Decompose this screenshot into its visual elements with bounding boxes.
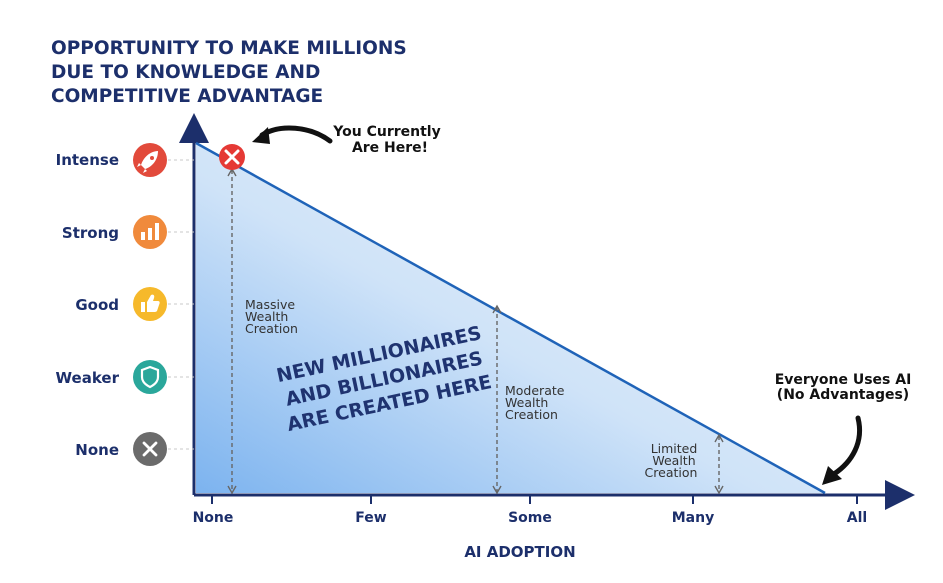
x-axis-title: AI ADOPTION (464, 543, 575, 561)
x-icon (133, 432, 167, 466)
bar-chart-icon (133, 215, 167, 249)
everyone-arrow (831, 415, 862, 477)
x-label-none: None (193, 510, 234, 526)
you-here-arrowhead (252, 127, 270, 144)
massive-note-1: Massive (245, 297, 295, 312)
x-label-all: All (847, 510, 867, 526)
massive-note-3: Creation (245, 321, 298, 336)
x-label-many: Many (672, 510, 714, 526)
y-label-good: Good (75, 296, 119, 314)
limited-note-1: Limited (651, 441, 698, 456)
x-label-some: Some (508, 510, 552, 526)
rocket-icon (133, 143, 167, 177)
you-here-line-1: You Currently (332, 124, 440, 140)
y-label-none: None (75, 441, 119, 459)
chart-title-line-1: OPPORTUNITY TO MAKE MILLIONS (51, 38, 407, 59)
trend-line (195, 141, 826, 495)
limited-note-3: Creation (645, 465, 698, 480)
moderate-note-3: Creation (505, 407, 558, 422)
y-label-intense: Intense (56, 151, 119, 169)
y-label-weaker: Weaker (56, 369, 120, 387)
limited-arrow (714, 433, 724, 495)
shield-icon (133, 360, 167, 394)
moderate-arrow (492, 304, 502, 495)
everyone-arrowhead (822, 466, 842, 485)
chart-title-line-2: DUE TO KNOWLEDGE AND (51, 62, 320, 83)
y-label-strong: Strong (62, 224, 119, 242)
everyone-line-2: (No Advantages) (777, 387, 909, 403)
moderate-note-1: Moderate (505, 383, 565, 398)
x-label-few: Few (355, 510, 386, 526)
everyone-line-1: Everyone Uses AI (775, 372, 912, 388)
you-here-arrow (259, 125, 333, 144)
massive-note-2: Wealth (245, 309, 288, 324)
chart-title-line-3: COMPETITIVE ADVANTAGE (51, 86, 323, 107)
you-here-line-2: Are Here! (352, 140, 428, 156)
x-circle-icon (219, 144, 245, 170)
limited-note-2: Wealth (652, 453, 695, 468)
moderate-note-2: Wealth (505, 395, 548, 410)
thumbs-up-icon (133, 287, 167, 321)
